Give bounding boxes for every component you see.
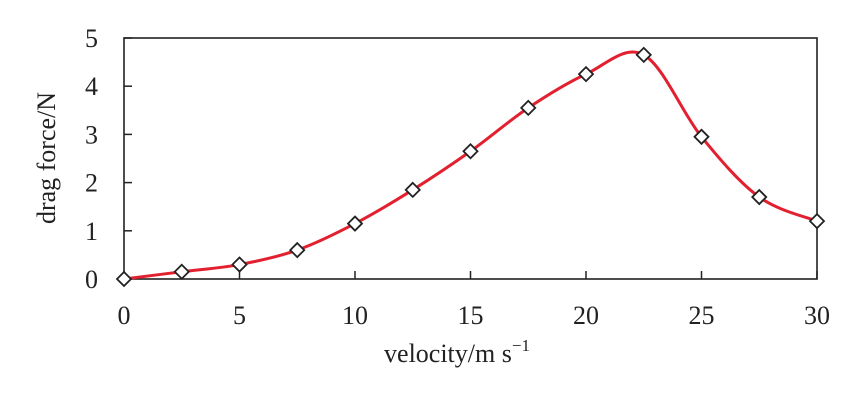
series: [123, 50, 818, 281]
x-tick-label: 30: [804, 301, 830, 330]
x-tick-label: 5: [233, 301, 246, 330]
data-point-marker: [462, 142, 479, 160]
data-point-marker: [750, 188, 768, 206]
data-point-marker: [231, 256, 248, 273]
data-point-marker: [635, 46, 653, 64]
x-axis-label: velocity/m s−1: [384, 336, 530, 368]
data-point-marker: [346, 215, 364, 232]
data-point-marker: [693, 128, 710, 146]
x-tick-label: 0: [118, 301, 131, 330]
data-point-marker: [808, 212, 826, 230]
markers: [115, 46, 826, 288]
data-point-marker: [404, 181, 422, 199]
series-line: [123, 50, 818, 281]
ticks: 0 5 10 15 20 25 30 0 1 2 3 4 5: [85, 24, 830, 330]
y-axis-label: drag force/N: [32, 92, 61, 224]
x-axis-label-text: velocity/m s: [384, 339, 512, 368]
x-tick-label: 25: [689, 301, 715, 330]
y-tick-label: 4: [85, 72, 98, 101]
x-tick-label: 20: [573, 301, 599, 330]
data-point-marker: [115, 270, 133, 288]
y-tick-label: 2: [85, 169, 98, 198]
y-tick-label: 1: [85, 217, 98, 246]
x-axis-label-superscript: −1: [512, 336, 530, 355]
data-point-marker: [173, 263, 191, 281]
y-tick-label: 3: [85, 120, 98, 149]
y-tick-label: 0: [85, 265, 98, 294]
data-point-marker: [288, 241, 306, 259]
y-tick-label: 5: [85, 24, 98, 53]
x-tick-label: 15: [458, 301, 484, 330]
data-point-marker: [577, 65, 595, 83]
data-point-marker: [519, 99, 537, 117]
x-tick-label: 10: [342, 301, 368, 330]
